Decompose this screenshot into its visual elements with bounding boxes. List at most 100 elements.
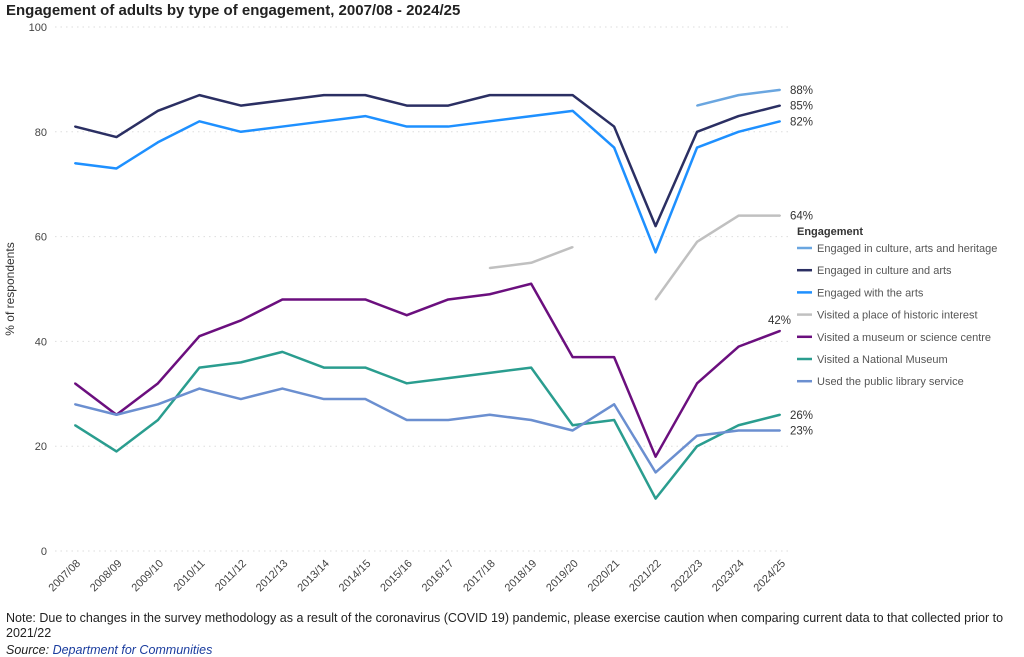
data-point	[696, 130, 699, 133]
data-point	[447, 104, 450, 107]
data-point	[156, 403, 159, 406]
data-point	[447, 125, 450, 128]
data-point	[322, 94, 325, 97]
data-point	[447, 419, 450, 421]
legend-item: Visited a place of historic interest	[817, 310, 978, 322]
data-point	[696, 382, 699, 385]
x-tick-label: 2007/08	[47, 558, 84, 595]
data-point	[654, 298, 657, 301]
y-axis-label: % of respondents	[3, 242, 17, 335]
data-point	[530, 419, 533, 421]
data-point	[364, 94, 367, 97]
source-link[interactable]: Department for Communities	[52, 643, 213, 657]
data-point	[613, 356, 616, 359]
data-point	[737, 345, 740, 348]
line-chart: 0 20 40 60 80 100 % of respondents 2007/08 2008/…	[3, 22, 997, 595]
end-label: 85%	[790, 101, 813, 113]
data-point	[737, 94, 740, 97]
data-point	[488, 267, 491, 270]
data-point	[696, 146, 699, 149]
data-point	[364, 366, 367, 369]
x-tick-label: 2023/24	[710, 558, 747, 595]
data-point	[115, 450, 118, 453]
data-point	[74, 424, 76, 427]
x-tick-label: 2019/20	[544, 558, 581, 595]
x-tick-label: 2018/19	[503, 558, 540, 595]
y-tick-label: 60	[35, 232, 47, 244]
x-tick-label: 2009/10	[129, 558, 166, 595]
footnote: Note: Due to changes in the survey metho…	[6, 611, 1004, 625]
y-tick-label: 0	[41, 546, 47, 558]
end-label: 64%	[790, 211, 813, 223]
data-point	[115, 167, 118, 170]
data-point	[488, 293, 491, 296]
legend-item: Visited a National Museum	[817, 354, 948, 366]
data-point	[530, 115, 533, 118]
data-point	[322, 298, 325, 301]
data-point	[156, 141, 159, 144]
data-point	[74, 162, 76, 165]
series-line	[489, 245, 574, 270]
x-tick-label: 2011/12	[213, 558, 249, 594]
data-point	[198, 94, 201, 97]
data-point	[239, 398, 242, 401]
data-point	[74, 382, 76, 385]
data-point	[74, 403, 76, 406]
legend-item: Engaged with the arts	[817, 287, 924, 299]
source: Source: Department for Communities	[6, 643, 212, 657]
end-label: 26%	[790, 410, 813, 422]
data-point	[198, 366, 201, 369]
data-point	[779, 88, 781, 91]
data-point	[364, 115, 367, 118]
x-tick-label: 2016/17	[420, 558, 457, 595]
chart-title: Engagement of adults by type of engageme…	[6, 2, 461, 19]
data-point	[239, 130, 242, 133]
data-point	[74, 125, 76, 128]
data-point	[779, 413, 781, 416]
data-point	[239, 319, 242, 322]
data-point	[696, 104, 699, 107]
y-tick-label: 80	[35, 127, 47, 139]
data-point	[654, 497, 657, 500]
data-point	[737, 429, 740, 432]
data-point	[571, 356, 574, 359]
x-tick-label: 2014/15	[337, 558, 374, 595]
data-point	[696, 240, 699, 243]
legend-item: Engaged in culture, arts and heritage	[817, 243, 997, 255]
y-tick-label: 40	[35, 336, 47, 348]
data-point	[737, 115, 740, 118]
x-tick-label: 2012/13	[254, 558, 291, 595]
series-line	[74, 109, 781, 254]
data-point	[530, 261, 533, 264]
data-point	[322, 120, 325, 123]
x-tick-label: 2010/11	[172, 558, 208, 594]
data-point	[779, 429, 781, 432]
footnote-cont: 2021/22	[6, 626, 52, 640]
end-label: 88%	[790, 85, 813, 97]
x-tick-label: 2024/25	[752, 558, 789, 595]
data-point	[654, 225, 657, 228]
data-point	[115, 136, 118, 139]
data-point	[488, 94, 491, 97]
data-point	[613, 403, 616, 406]
data-point	[737, 130, 740, 133]
data-point	[779, 104, 781, 107]
data-point	[364, 298, 367, 301]
x-tick-label: 2008/09	[88, 558, 125, 595]
data-point	[530, 366, 533, 369]
x-tick-label: 2022/23	[669, 558, 706, 595]
data-point	[281, 125, 284, 128]
data-point	[281, 298, 284, 301]
series-line	[74, 282, 781, 458]
legend-item: Used the public library service	[817, 376, 964, 388]
series-line	[654, 214, 780, 301]
data-point	[405, 125, 408, 128]
data-point	[571, 246, 574, 249]
data-point	[198, 335, 201, 338]
data-point	[364, 398, 367, 401]
data-point	[156, 382, 159, 385]
data-point	[239, 361, 242, 364]
x-tick-label: 2015/16	[378, 558, 415, 595]
data-point	[654, 251, 657, 254]
data-point	[156, 419, 159, 421]
